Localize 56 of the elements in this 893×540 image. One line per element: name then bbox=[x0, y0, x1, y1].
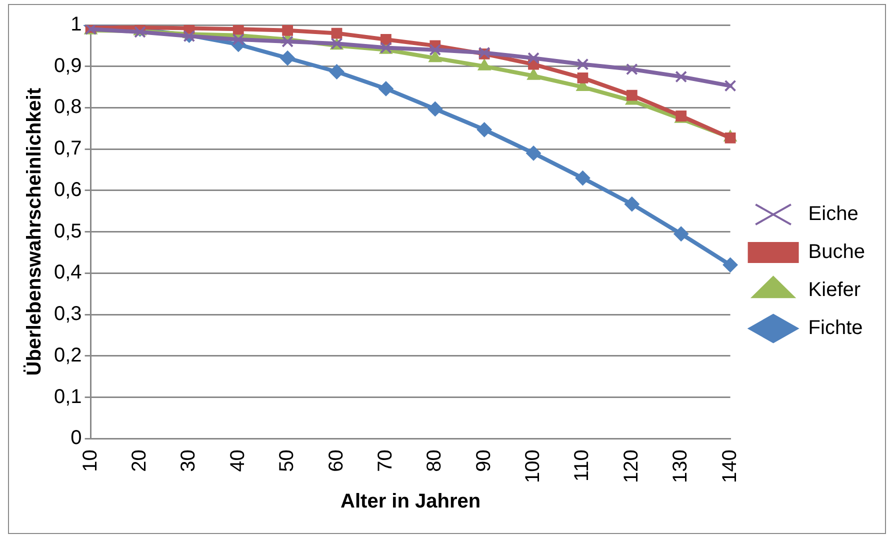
point bbox=[575, 170, 590, 186]
y-tick-label: 0,9 bbox=[54, 54, 82, 77]
x-tick-label: 30 bbox=[178, 450, 200, 472]
point bbox=[282, 36, 294, 48]
point bbox=[232, 25, 244, 35]
x-tick-label: 130 bbox=[670, 450, 692, 484]
y-axis-title: Überlebenswahrscheinlichkeit bbox=[22, 88, 46, 376]
y-tick-label: 0 bbox=[70, 427, 82, 450]
y-tick-label: 0,5 bbox=[54, 220, 82, 242]
x-tick-label: 70 bbox=[374, 450, 396, 472]
point bbox=[380, 34, 392, 45]
point bbox=[724, 132, 736, 144]
y-tick-label: 0,3 bbox=[54, 303, 82, 326]
x-tick-label: 10 bbox=[79, 450, 102, 472]
legend-label: Fichte bbox=[808, 317, 863, 340]
point bbox=[577, 72, 588, 84]
y-tick-label: 1 bbox=[70, 14, 82, 36]
x-tick-label: 140 bbox=[718, 450, 741, 484]
y-tick-label: 0,4 bbox=[54, 262, 82, 284]
y-tick-label: 0,8 bbox=[54, 96, 82, 118]
point bbox=[280, 50, 296, 66]
point bbox=[528, 52, 540, 64]
point bbox=[429, 44, 442, 56]
legend-label: Kiefer bbox=[808, 279, 861, 302]
point bbox=[526, 146, 542, 161]
x-tick-label: 100 bbox=[522, 450, 544, 484]
x-tick-label: 40 bbox=[226, 450, 249, 472]
x-tick-label: 110 bbox=[571, 450, 594, 482]
x-tick-label: 80 bbox=[424, 450, 446, 472]
x-tick-label: 20 bbox=[128, 450, 151, 472]
x-tick-label: 90 bbox=[472, 450, 495, 472]
point bbox=[626, 90, 638, 101]
x-tick-label: 50 bbox=[276, 450, 298, 472]
point bbox=[232, 34, 244, 46]
y-tick-label: 0,2 bbox=[54, 344, 82, 366]
point bbox=[576, 58, 589, 70]
point bbox=[674, 226, 689, 242]
point bbox=[378, 81, 394, 96]
y-tick-label: 0,7 bbox=[54, 138, 82, 160]
x-axis-title: Alter in Jahren bbox=[340, 490, 481, 513]
y-tick-label: 0,1 bbox=[54, 386, 82, 408]
point bbox=[428, 101, 443, 116]
point bbox=[722, 257, 738, 272]
y-tick-label: 0,6 bbox=[54, 178, 82, 201]
x-tick-label: 120 bbox=[620, 450, 642, 484]
legend-label: Buche bbox=[808, 241, 866, 264]
point bbox=[282, 25, 294, 36]
legend-label: Eiche bbox=[808, 203, 858, 226]
point bbox=[329, 64, 344, 80]
x-tick-label: 60 bbox=[325, 450, 348, 472]
point bbox=[476, 122, 492, 138]
point bbox=[724, 80, 736, 92]
point bbox=[624, 196, 640, 212]
point bbox=[675, 70, 688, 83]
point bbox=[331, 28, 342, 39]
point bbox=[626, 63, 638, 76]
